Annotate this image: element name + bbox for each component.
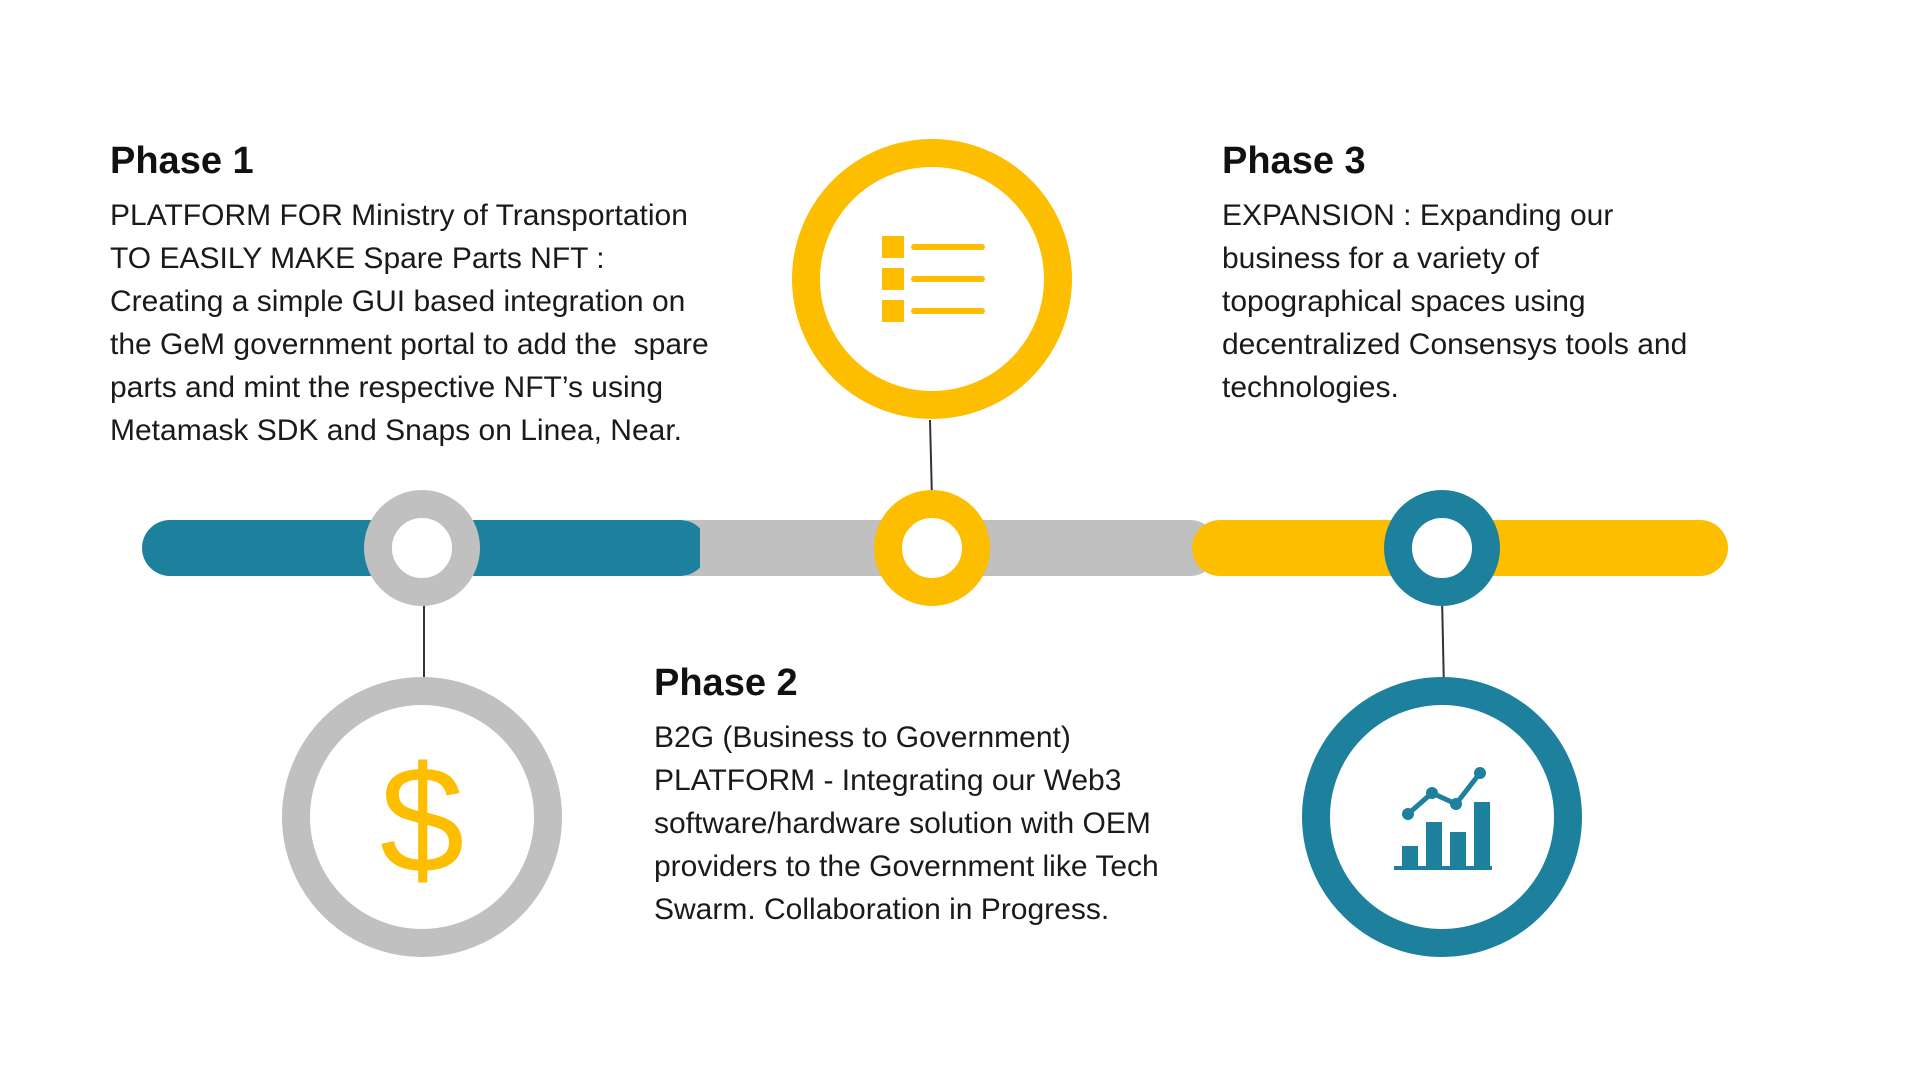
- timeline-marker-phase-1: [364, 490, 480, 606]
- phase-3-line: topographical spaces using: [1222, 285, 1586, 318]
- list-icon: [882, 236, 985, 322]
- icon-ring-phase-3: [1302, 677, 1582, 957]
- phase-3-title: Phase 3: [1222, 140, 1366, 182]
- phase-2-description: B2G (Business to Government) PLATFORM - …: [654, 716, 1214, 931]
- phase-2-title: Phase 2: [654, 662, 798, 704]
- dollar-icon: $: [380, 735, 465, 905]
- phase-3-line: technologies.: [1222, 371, 1399, 404]
- phase-3-line: business for a variety of: [1222, 242, 1539, 275]
- phase-2-line: providers to the Government like Tech: [654, 850, 1159, 883]
- timeline-marker-phase-2: [874, 490, 990, 606]
- phase-2-block: Phase 2 B2G (Business to Government) PLA…: [654, 660, 1214, 931]
- phase-1-line: Metamask SDK and Snaps on Linea, Near.: [110, 414, 682, 447]
- phase-1-line: PLATFORM FOR Ministry of Transportation: [110, 199, 688, 232]
- phase-1-line: parts and mint the respective NFT’s usin…: [110, 371, 664, 404]
- phase-2-line: software/hardware solution with OEM: [654, 807, 1151, 840]
- phase-1-line: TO EASILY MAKE Spare Parts NFT :: [110, 242, 605, 275]
- phase-1-description: PLATFORM FOR Ministry of Transportation …: [110, 194, 770, 452]
- phase-3-block: Phase 3 EXPANSION : Expanding our busine…: [1222, 138, 1782, 409]
- phase-2-line: B2G (Business to Government): [654, 721, 1071, 754]
- connector-line-phase-2: [929, 419, 933, 501]
- phase-3-description: EXPANSION : Expanding our business for a…: [1222, 194, 1782, 409]
- phase-3-line: decentralized Consensys tools and: [1222, 328, 1688, 361]
- icon-ring-phase-1: [282, 677, 562, 957]
- phase-2-line: Swarm. Collaboration in Progress.: [654, 893, 1110, 926]
- connector-line-phase-3: [1441, 595, 1445, 691]
- phase-1-block: Phase 1 PLATFORM FOR Ministry of Transpo…: [110, 138, 770, 452]
- growth-chart-icon: [1394, 767, 1492, 870]
- phase-1-line: Creating a simple GUI based integration …: [110, 285, 686, 318]
- phase-1-title: Phase 1: [110, 140, 254, 182]
- phase-3-line: EXPANSION : Expanding our: [1222, 199, 1614, 232]
- phase-2-line: PLATFORM - Integrating our Web3: [654, 764, 1122, 797]
- timeline-marker-phase-3: [1384, 490, 1500, 606]
- phase-1-line: the GeM government portal to add the spa…: [110, 328, 709, 361]
